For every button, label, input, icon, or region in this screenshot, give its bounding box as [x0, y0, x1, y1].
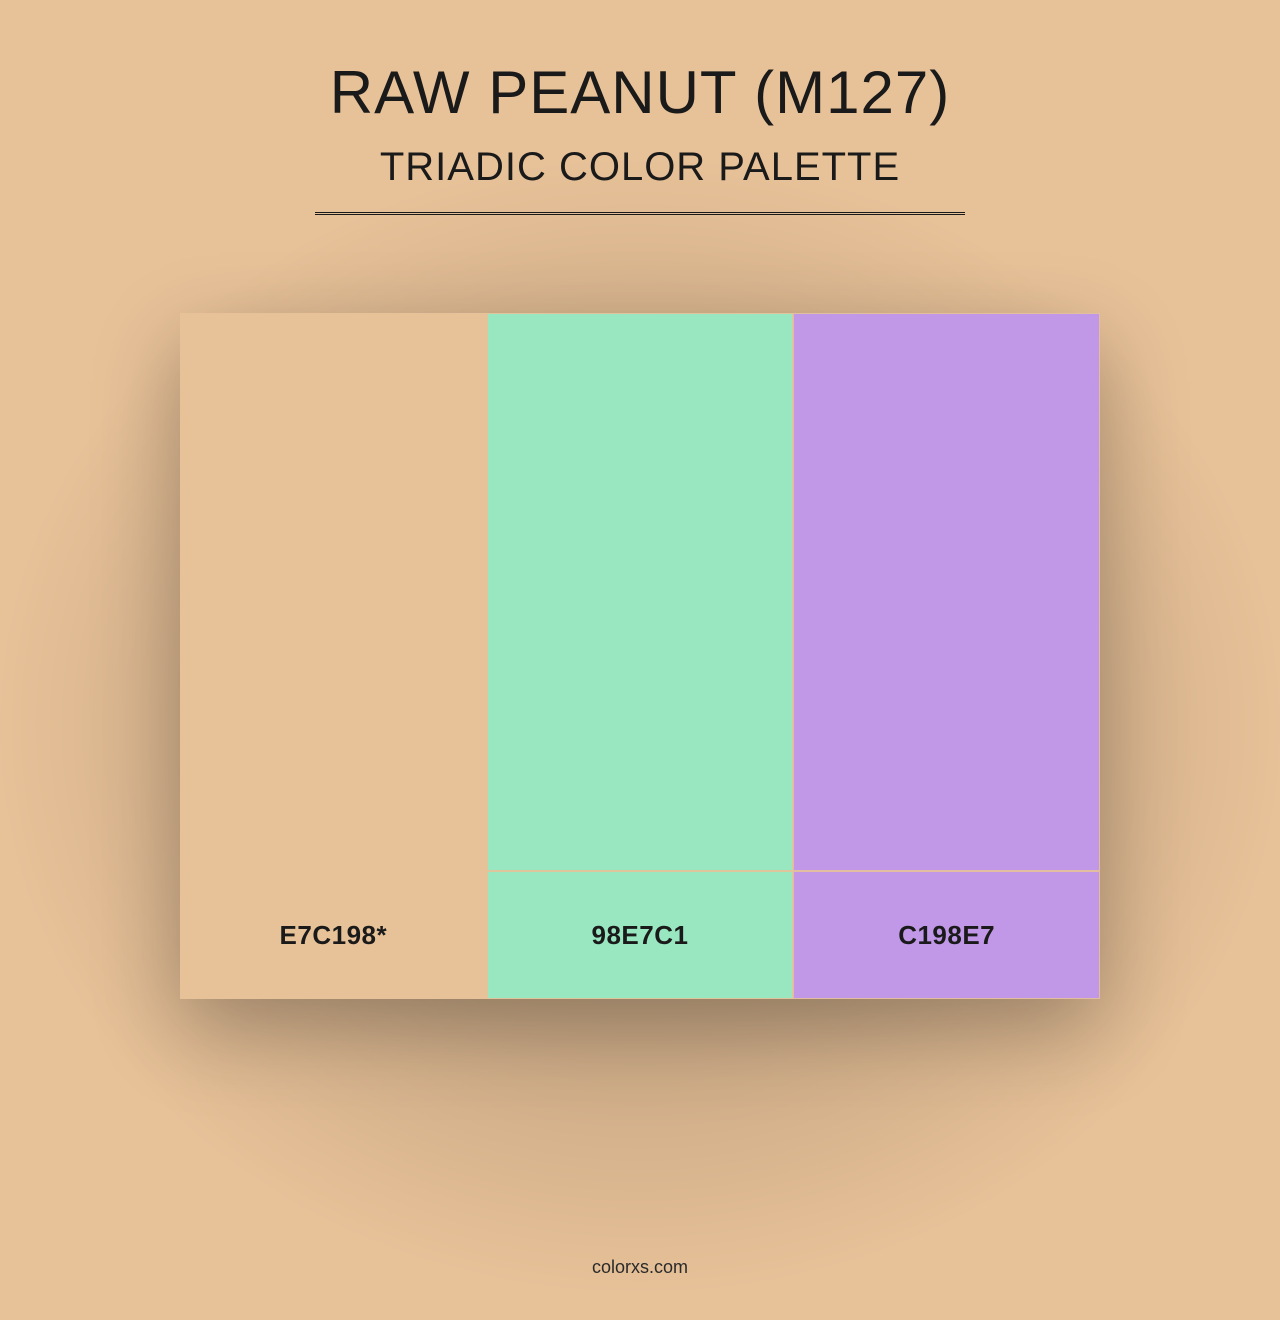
page-subtitle: TRIADIC COLOR PALETTE [380, 145, 900, 190]
swatch-column: 98E7C1 [487, 313, 794, 999]
swatch-label-block: C198E7 [793, 871, 1100, 999]
swatch-block [793, 313, 1100, 871]
swatch-label-block: E7C198* [180, 871, 487, 999]
swatch-hex-label: E7C198* [280, 920, 388, 951]
swatch-label-block: 98E7C1 [487, 871, 794, 999]
swatch-hex-label: 98E7C1 [592, 920, 689, 951]
page-title: RAW PEANUT (M127) [330, 58, 950, 127]
title-divider [315, 212, 965, 215]
swatch-block [487, 313, 794, 871]
swatch-hex-label: C198E7 [898, 920, 995, 951]
swatch-column: C198E7 [793, 313, 1100, 999]
footer-credit: colorxs.com [0, 1257, 1280, 1278]
palette-container: E7C198* 98E7C1 C198E7 [180, 313, 1100, 999]
swatch-column: E7C198* [180, 313, 487, 999]
content-wrapper: RAW PEANUT (M127) TRIADIC COLOR PALETTE … [0, 0, 1280, 1320]
swatch-block [180, 313, 487, 871]
